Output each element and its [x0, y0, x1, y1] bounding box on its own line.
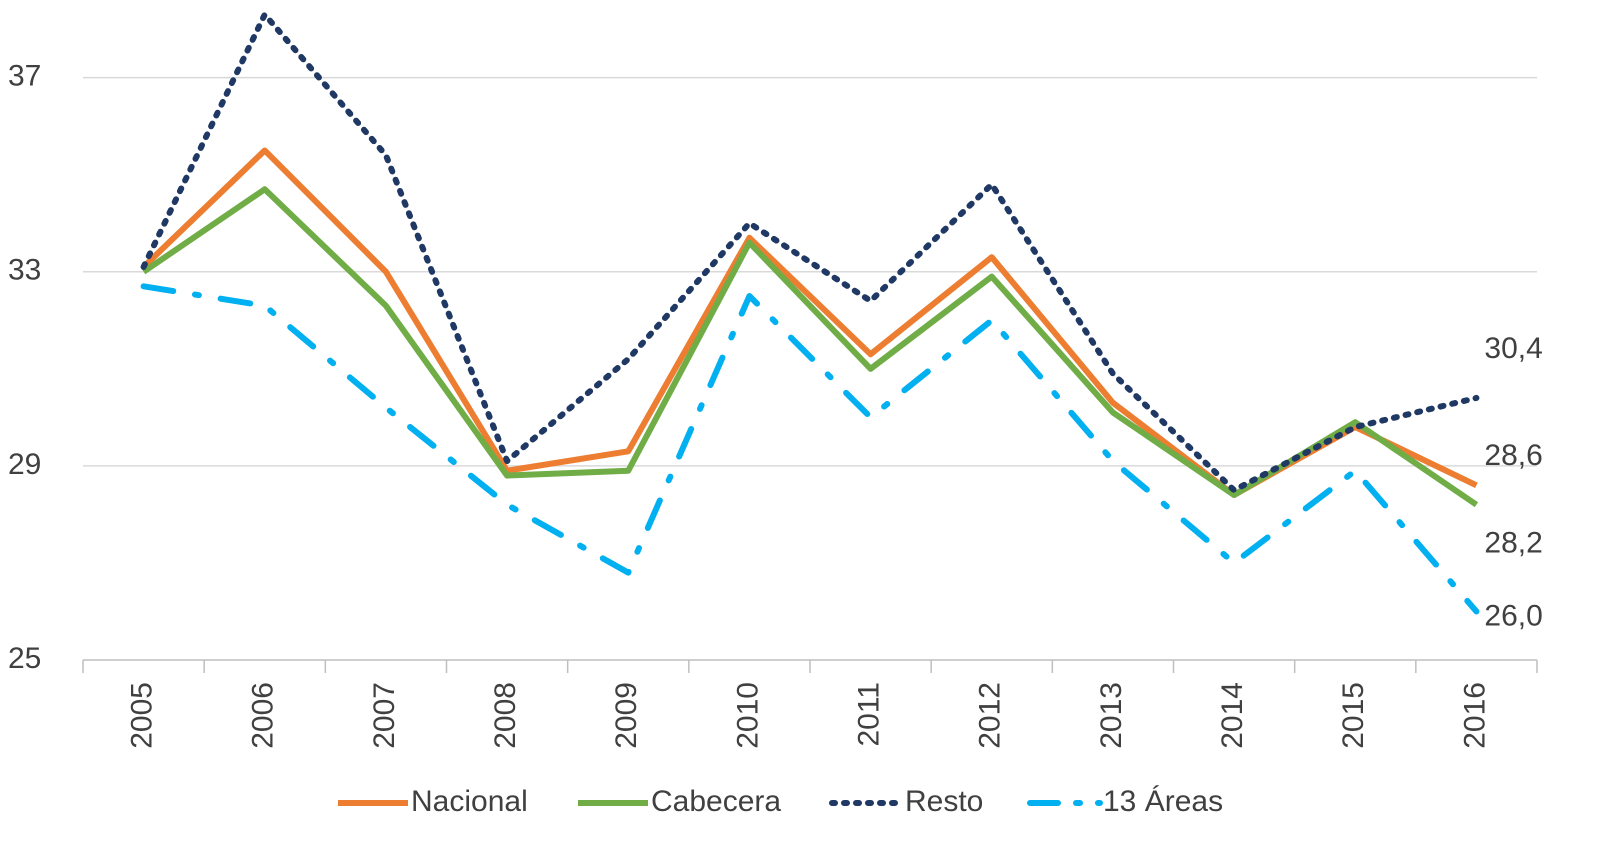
series-line	[140, 283, 1480, 615]
x-tick-label: 2011	[853, 682, 886, 747]
y-tick-label: 33	[8, 254, 41, 287]
x-tick-label: 2013	[1095, 682, 1128, 749]
legend-label: Cabecera	[651, 785, 781, 818]
data-label: 30,4	[1484, 332, 1542, 365]
x-tick-label: 2012	[974, 682, 1007, 749]
x-tick-label: 2008	[489, 682, 522, 749]
data-label: 28,2	[1484, 527, 1542, 560]
y-tick-label: 25	[8, 642, 41, 675]
series-line	[140, 11, 1480, 494]
x-tick-label: 2016	[1458, 682, 1491, 749]
x-tick-label: 2010	[731, 682, 764, 749]
series-line	[141, 186, 1479, 508]
x-tick-label: 2015	[1337, 682, 1370, 749]
series-line	[141, 147, 1478, 498]
legend-label: Resto	[905, 785, 983, 818]
x-tick-label: 2006	[247, 682, 280, 749]
legend: Nacional Cabecera Resto 13 Áreas	[338, 785, 1223, 818]
x-tick-label: 2014	[1216, 682, 1249, 749]
y-tick-label: 37	[8, 60, 41, 93]
x-tick-label: 2007	[368, 682, 401, 749]
x-tick-label: 2009	[610, 682, 643, 749]
y-tick-label: 29	[8, 448, 41, 481]
x-tick-label: 2005	[126, 682, 159, 749]
legend-label: Nacional	[411, 785, 528, 818]
legend-label: 13 Áreas	[1103, 785, 1223, 818]
data-label: 26,0	[1484, 599, 1542, 632]
data-label: 28,6	[1484, 439, 1542, 472]
